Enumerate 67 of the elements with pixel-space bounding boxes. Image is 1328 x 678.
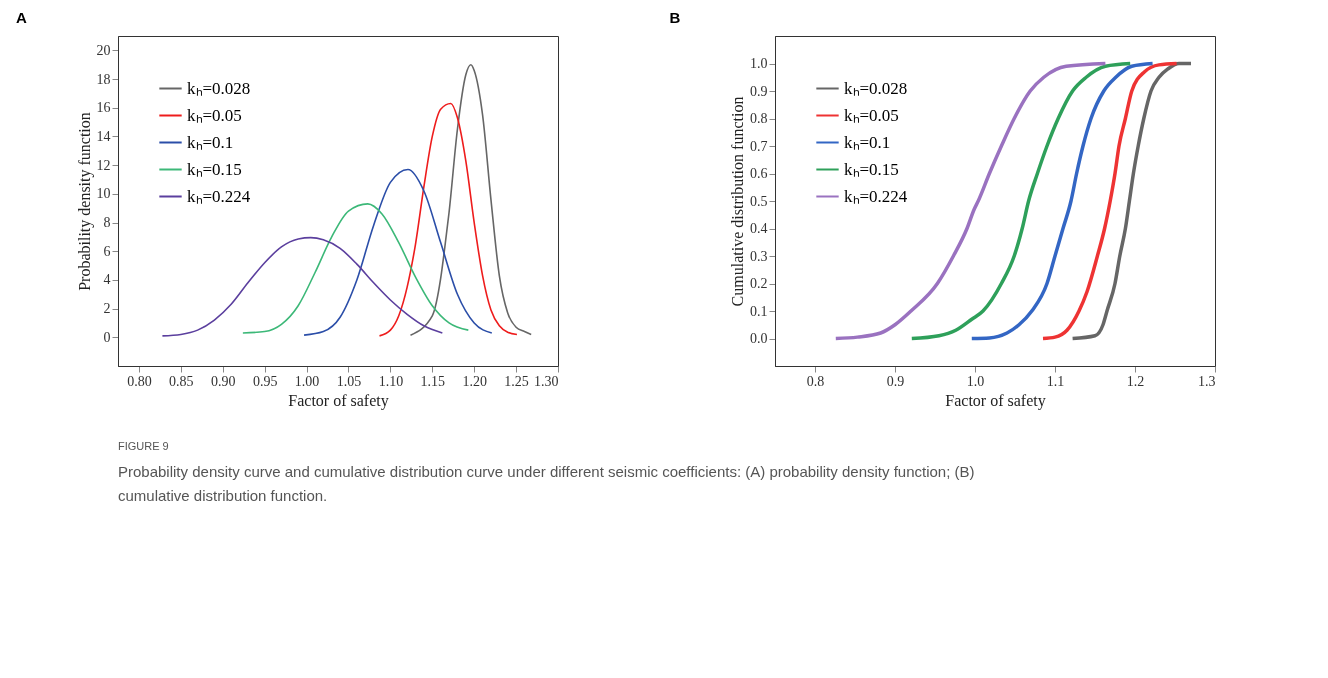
y-axis-title: Cumulative distribution function <box>729 96 746 307</box>
line-series <box>242 203 470 334</box>
y-tick-label: 0.3 <box>750 248 768 264</box>
x-tick-label: 1.20 <box>462 373 487 389</box>
x-tick-label: 0.8 <box>806 373 825 389</box>
x-tick-label: 1.2 <box>1126 373 1145 389</box>
y-axis-title: Probability density function <box>75 112 94 291</box>
y-tick-label: 0.2 <box>750 276 768 291</box>
y-tick-label: 0.6 <box>750 166 768 181</box>
y-tick-label: 16 <box>96 100 111 116</box>
legend-label: kₕ=0.1 <box>844 132 891 152</box>
x-tick-label: 1.1 <box>1046 373 1065 389</box>
line-series <box>161 236 444 337</box>
line-series <box>970 61 1155 341</box>
x-tick-label: 0.85 <box>169 373 194 389</box>
line-series <box>303 168 493 336</box>
y-tick-label: 2 <box>103 301 111 317</box>
y-tick-label: 12 <box>96 157 111 173</box>
y-tick-label: 0.9 <box>750 83 768 99</box>
y-tick-label: 0.8 <box>750 111 768 126</box>
x-tick-label: 1.25 <box>504 373 529 389</box>
y-tick-label: 8 <box>103 215 111 231</box>
x-tick-label: 1.15 <box>420 373 446 389</box>
y-tick-label: 4 <box>103 272 111 288</box>
x-tick-label: 1.10 <box>378 373 404 389</box>
y-tick-label: 0.1 <box>750 303 768 319</box>
legend-label: kₕ=0.15 <box>844 159 899 179</box>
line-series <box>378 102 518 337</box>
y-tick-label: 0 <box>103 329 111 345</box>
y-tick-label: 20 <box>96 42 111 58</box>
chart-title: A <box>16 9 27 26</box>
line-series <box>1041 61 1179 341</box>
line-series <box>1070 61 1193 341</box>
y-tick-label: 10 <box>96 186 111 202</box>
caption: FIGURE 9 <box>118 440 169 452</box>
legend-label: kₕ=0.028 <box>844 78 908 98</box>
legend-label: kₕ=0.15 <box>187 159 242 179</box>
y-tick-label: 18 <box>96 71 111 87</box>
legend-label: kₕ=0.224 <box>187 186 251 206</box>
y-tick-label: 0.4 <box>750 221 768 236</box>
x-tick-label: 1.3 <box>1198 373 1216 389</box>
x-tick-label: 1.00 <box>294 373 320 389</box>
legend-label: kₕ=0.028 <box>187 78 251 98</box>
legend-label: kₕ=0.224 <box>844 186 908 206</box>
y-tick-label: 6 <box>103 243 111 259</box>
x-tick-label: 0.90 <box>211 373 236 389</box>
x-tick-label: 0.95 <box>252 373 278 389</box>
chart-title: B <box>669 9 681 26</box>
x-tick-label: 0.9 <box>886 373 905 389</box>
y-tick-label: 14 <box>96 128 111 144</box>
x-axis-title: Factor of safety <box>288 391 389 410</box>
x-tick-label: 1.30 <box>534 373 559 389</box>
x-tick-label: 1.05 <box>336 373 362 389</box>
legend-label: kₕ=0.1 <box>187 132 234 152</box>
line-series <box>834 61 1108 341</box>
legend-label: kₕ=0.05 <box>187 105 242 125</box>
text: Probability density curve and cumulative distribution curve under different seismic coefficients: (A) probability density function; (B) cumulative distribution function. <box>118 463 975 504</box>
legend-label: kₕ=0.05 <box>844 105 899 125</box>
line-series <box>409 63 532 336</box>
x-tick-label: 1.0 <box>966 373 985 389</box>
y-tick-label: 0.0 <box>750 331 768 346</box>
y-tick-label: 0.5 <box>750 193 768 209</box>
x-tick-label: 0.80 <box>127 373 152 389</box>
x-axis-title: Factor of safety <box>945 391 1046 410</box>
line-series <box>910 61 1132 341</box>
y-tick-label: 1.0 <box>750 56 768 71</box>
y-tick-label: 0.7 <box>750 138 768 154</box>
